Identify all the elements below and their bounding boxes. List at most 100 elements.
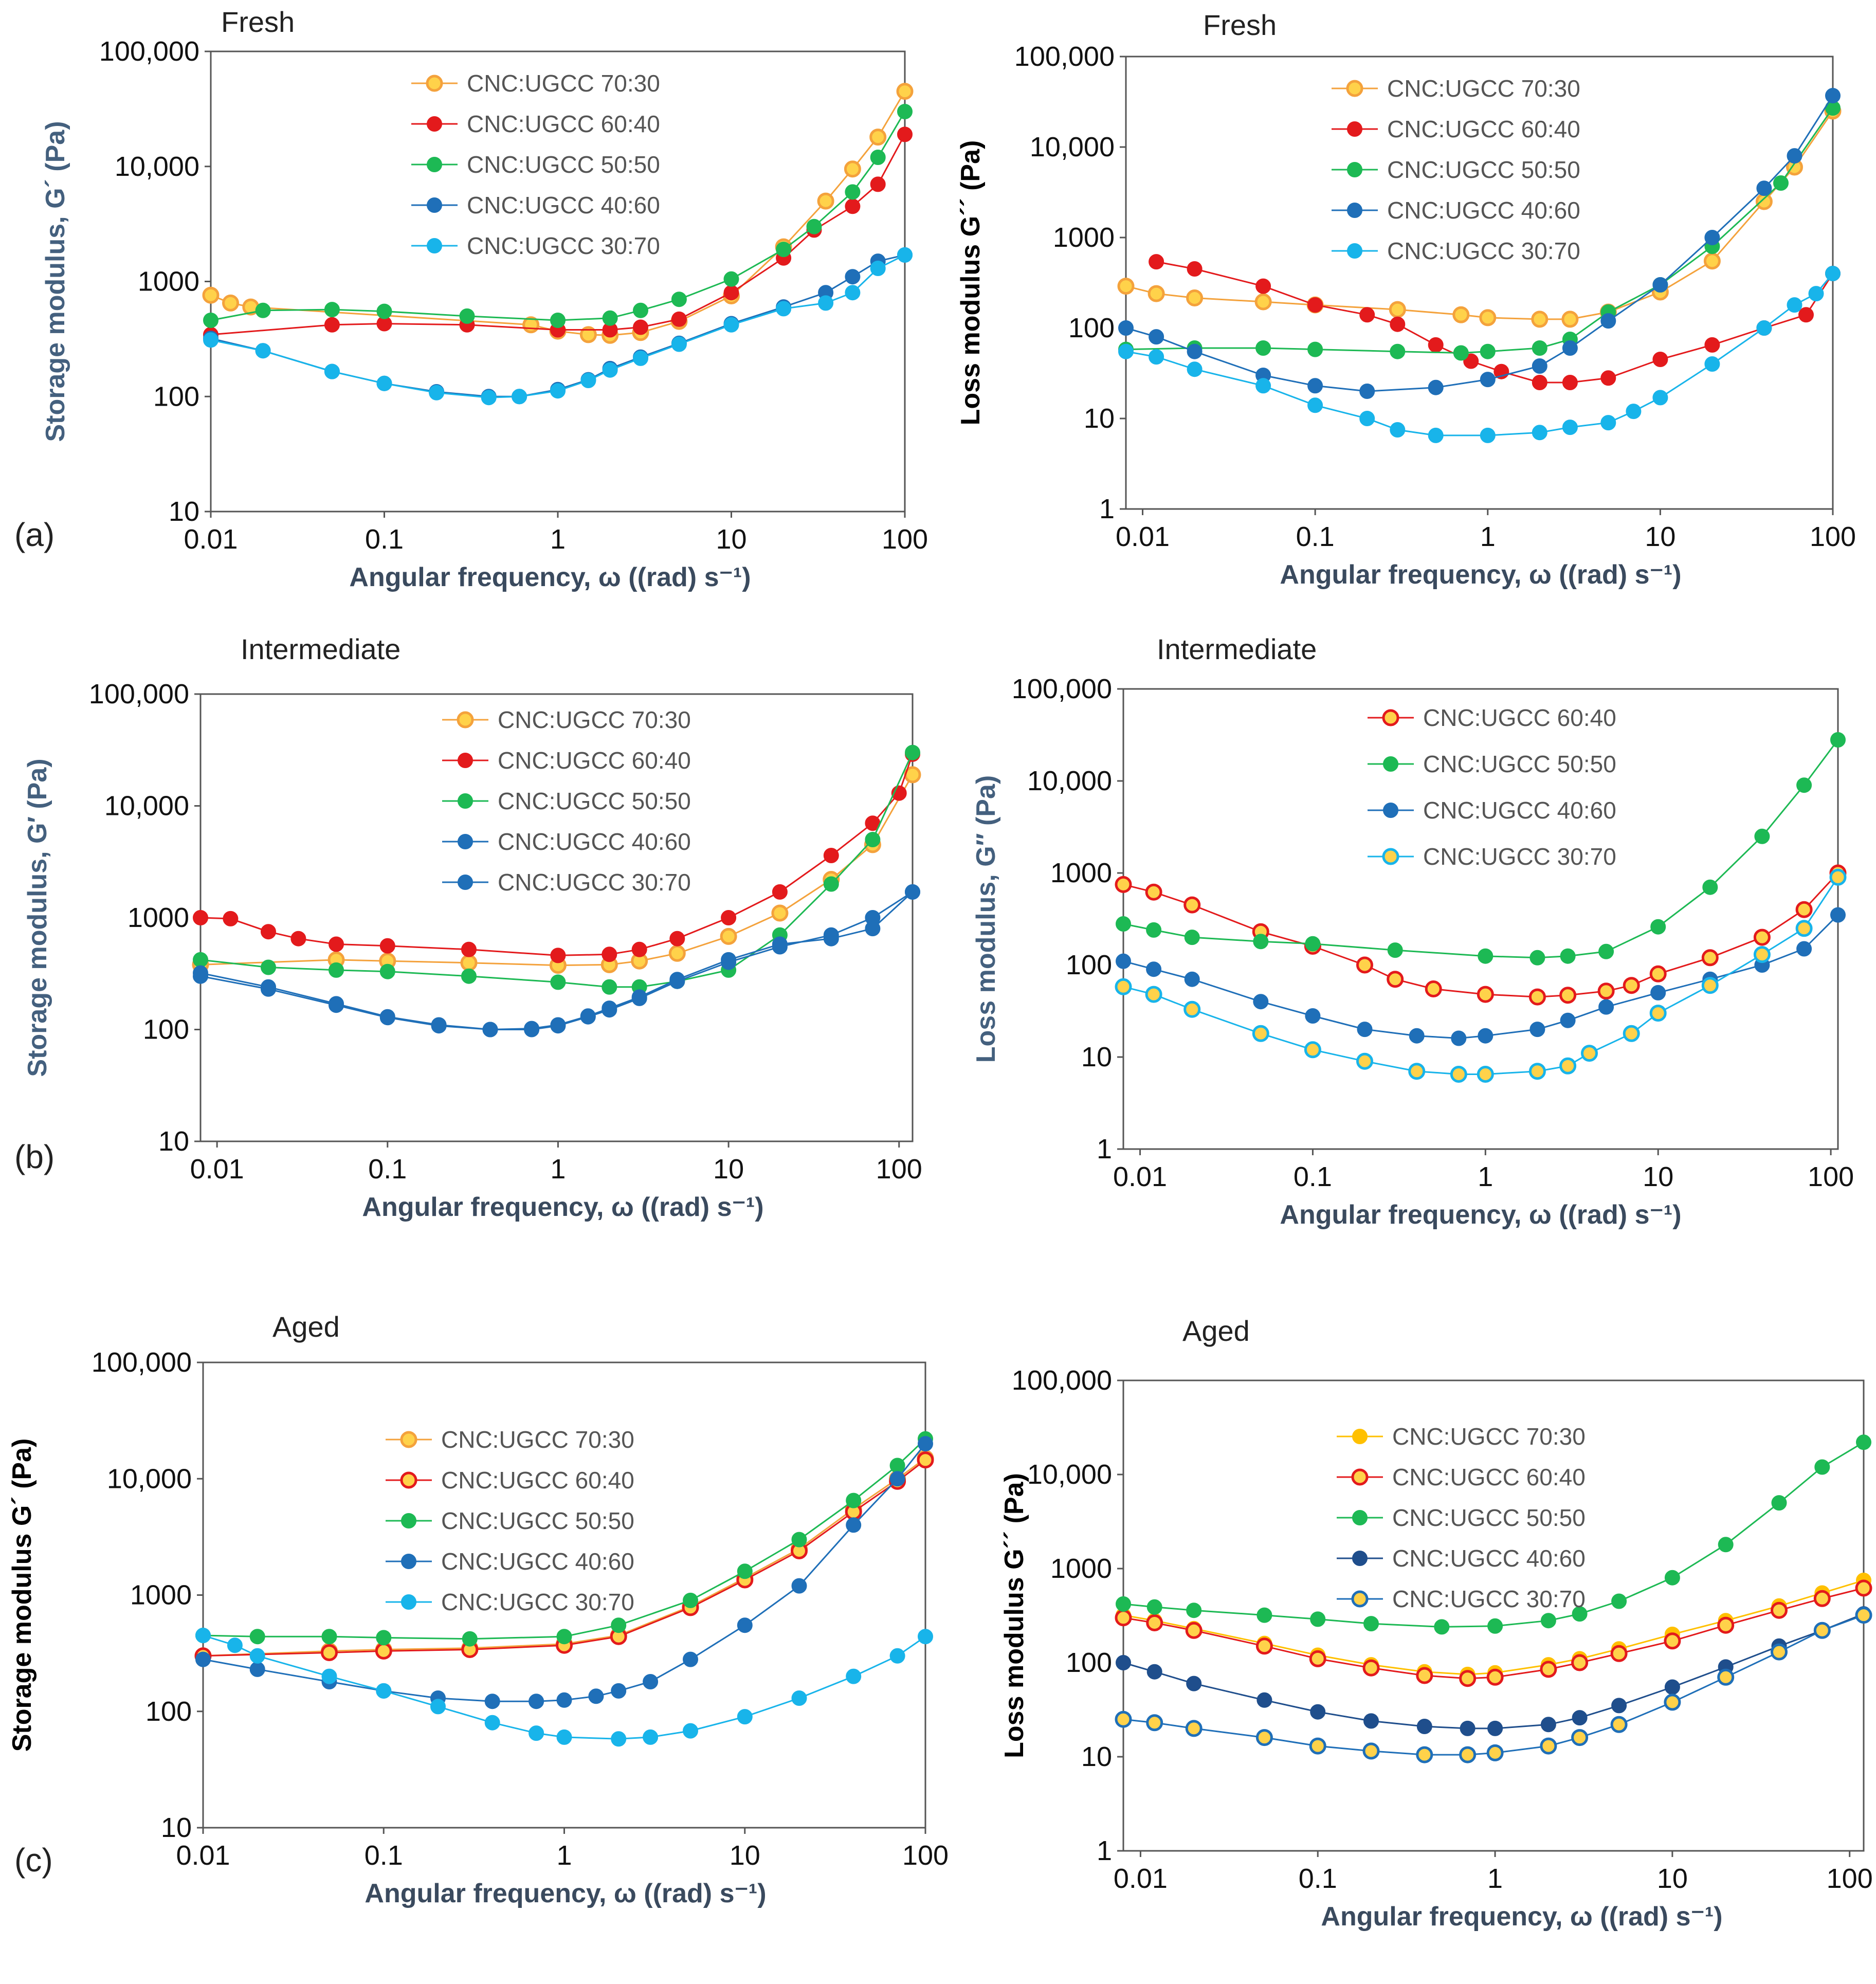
data-point bbox=[1115, 978, 1132, 995]
y-tick-label: 100,000 bbox=[1012, 1365, 1112, 1396]
data-point bbox=[1255, 278, 1271, 294]
data-point bbox=[1253, 994, 1269, 1010]
data-point bbox=[1829, 868, 1847, 886]
data-point bbox=[1428, 337, 1444, 353]
data-point bbox=[203, 332, 218, 348]
data-point bbox=[669, 931, 685, 947]
data-point bbox=[261, 924, 276, 940]
data-point bbox=[1390, 343, 1406, 359]
legend-entry: CNC:UGCC 50:50 bbox=[1387, 156, 1580, 183]
legend-entry: CNC:UGCC 60:40 bbox=[1392, 1464, 1586, 1490]
data-point bbox=[865, 921, 881, 937]
data-point bbox=[223, 911, 239, 926]
data-point bbox=[1408, 1063, 1426, 1080]
data-point bbox=[1787, 148, 1802, 164]
legend-marker bbox=[1382, 848, 1399, 865]
legend-entry: CNC:UGCC 60:40 bbox=[467, 111, 660, 137]
legend-entry: CNC:UGCC 30:70 bbox=[441, 1589, 634, 1615]
data-point bbox=[846, 1517, 862, 1533]
data-point bbox=[1425, 980, 1442, 997]
data-point bbox=[249, 1648, 265, 1664]
y-tick-label: 1000 bbox=[1050, 858, 1112, 888]
data-point bbox=[375, 1642, 392, 1660]
data-point bbox=[1664, 1632, 1681, 1650]
legend-entry: CNC:UGCC 60:40 bbox=[1423, 704, 1616, 731]
data-point bbox=[324, 363, 340, 379]
data-point bbox=[1184, 930, 1200, 945]
data-point bbox=[1703, 252, 1721, 270]
data-point bbox=[1480, 372, 1496, 388]
data-point bbox=[255, 343, 271, 359]
data-point bbox=[720, 927, 737, 945]
data-point bbox=[1562, 375, 1578, 390]
data-point bbox=[1145, 883, 1162, 901]
y-tick-label: 100,000 bbox=[1012, 674, 1112, 704]
y-tick-label: 10 bbox=[169, 496, 199, 527]
x-tick-label: 100 bbox=[882, 524, 928, 555]
data-point bbox=[1477, 986, 1494, 1003]
data-point bbox=[203, 313, 218, 328]
data-point bbox=[844, 160, 861, 178]
data-point bbox=[524, 1021, 540, 1036]
y-tick-label: 100 bbox=[1066, 1647, 1112, 1678]
x-tick-label: 0.01 bbox=[190, 1154, 244, 1185]
data-point bbox=[721, 952, 737, 968]
data-point bbox=[290, 931, 306, 947]
data-point bbox=[602, 310, 618, 326]
data-point bbox=[1652, 390, 1668, 406]
data-point bbox=[1610, 1716, 1628, 1733]
data-point bbox=[897, 247, 913, 263]
data-point bbox=[482, 1022, 498, 1037]
data-point bbox=[1560, 948, 1576, 964]
panel-title-c-loss: Aged bbox=[1182, 1315, 1250, 1347]
y-axis-label: Loss modulus G´´ (Pa) bbox=[956, 140, 986, 426]
x-tick-label: 0.1 bbox=[1294, 1161, 1332, 1192]
data-point bbox=[1463, 353, 1479, 369]
x-axis-label: Angular frequency, ω ((rad) s⁻¹) bbox=[1280, 1200, 1681, 1230]
data-point bbox=[1532, 375, 1547, 390]
data-point bbox=[1598, 943, 1614, 959]
data-point bbox=[1600, 313, 1616, 329]
data-point bbox=[1480, 427, 1496, 443]
data-point bbox=[1116, 1596, 1131, 1612]
data-point bbox=[1597, 982, 1615, 1000]
legend-entry: CNC:UGCC 50:50 bbox=[1423, 751, 1616, 777]
data-point bbox=[723, 317, 739, 333]
data-point bbox=[823, 931, 839, 947]
data-point bbox=[917, 1451, 934, 1469]
data-point bbox=[195, 1651, 211, 1667]
data-point bbox=[1256, 1607, 1272, 1623]
data-point bbox=[1149, 254, 1164, 270]
data-point bbox=[1389, 301, 1406, 318]
y-axis-label: Storage modulus, G´ (Pa) bbox=[41, 121, 70, 442]
data-point bbox=[1428, 427, 1444, 443]
legend-entry: CNC:UGCC 30:70 bbox=[467, 232, 660, 259]
data-point bbox=[671, 336, 687, 352]
data-point bbox=[1309, 1737, 1326, 1755]
x-axis-label: Angular frequency, ω ((rad) s⁻¹) bbox=[1321, 1902, 1722, 1932]
x-tick-label: 1 bbox=[1487, 1863, 1503, 1894]
data-point bbox=[1855, 1607, 1872, 1624]
data-point bbox=[1718, 1537, 1734, 1553]
data-point bbox=[484, 1715, 500, 1731]
panel-title-b-storage: Intermediate bbox=[241, 633, 400, 665]
data-point bbox=[1532, 358, 1547, 374]
data-point bbox=[321, 1629, 337, 1645]
y-tick-label: 1 bbox=[1099, 494, 1115, 524]
y-tick-label: 1 bbox=[1097, 1134, 1112, 1164]
data-point bbox=[633, 350, 648, 366]
data-point bbox=[1559, 1057, 1577, 1075]
data-point bbox=[461, 968, 477, 984]
y-tick-label: 100 bbox=[1068, 313, 1115, 343]
data-point bbox=[1363, 1713, 1379, 1729]
data-point bbox=[1664, 1694, 1681, 1711]
legend-marker bbox=[427, 157, 442, 172]
x-tick-label: 1 bbox=[550, 1154, 566, 1185]
y-axis-label: Storage modulus, G′ (Pa) bbox=[23, 758, 52, 1077]
data-point bbox=[897, 126, 913, 142]
y-tick-label: 1000 bbox=[138, 266, 199, 297]
data-point bbox=[823, 848, 839, 863]
series-line-2 bbox=[200, 752, 914, 988]
y-tick-label: 100,000 bbox=[89, 679, 189, 709]
data-point bbox=[602, 979, 617, 995]
